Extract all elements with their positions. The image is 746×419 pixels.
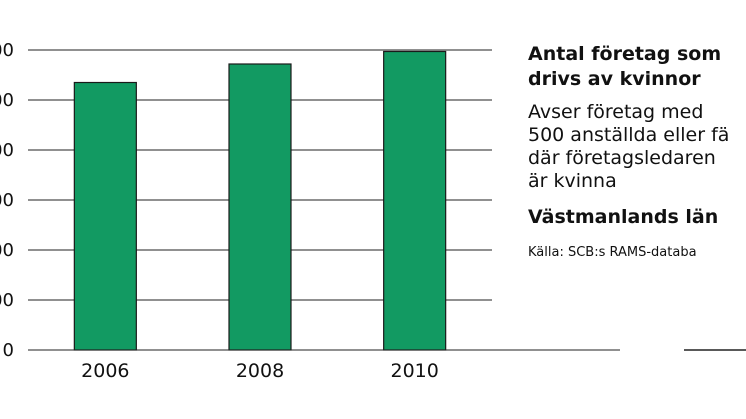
y-tick-labels: 0000000000000 xyxy=(0,40,14,361)
source-note: Källa: SCB:s RAMS-databa xyxy=(528,245,697,260)
description-line-2: 500 anställda eller fä xyxy=(528,124,730,146)
y-tick-label: 0 xyxy=(3,340,14,361)
description-line-3: där företagsledaren xyxy=(528,147,716,169)
chart-title-line-2: drivs av kvinnor xyxy=(528,68,701,90)
y-tick-label: 00 xyxy=(0,90,14,111)
bar-2010 xyxy=(383,50,447,351)
bar-2006 xyxy=(73,81,137,351)
chart-description: Avser företag med 500 anställda eller fä… xyxy=(528,101,746,193)
y-tick-label: 00 xyxy=(0,190,14,211)
y-tick-label: 00 xyxy=(0,240,14,261)
region-label: Västmanlands län xyxy=(528,206,719,228)
description-line-1: Avser företag med xyxy=(528,101,704,123)
bar-2008 xyxy=(228,63,292,351)
x-tick-labels: 2006 2008 2010 xyxy=(81,360,439,382)
bars xyxy=(73,50,447,351)
y-tick-label: 00 xyxy=(0,140,14,161)
x-tick-label: 2010 xyxy=(390,360,438,382)
y-tick-label: 00 xyxy=(0,40,14,61)
chart-title: Antal företag som drivs av kvinnor xyxy=(528,42,746,92)
x-tick-label: 2006 xyxy=(81,360,129,382)
chart-title-line-1: Antal företag som xyxy=(528,43,722,65)
y-tick-label: 00 xyxy=(0,290,14,311)
chart-info-panel: Antal företag som drivs av kvinnor Avser… xyxy=(528,42,746,261)
x-tick-label: 2008 xyxy=(236,360,284,382)
description-line-4: är kvinna xyxy=(528,170,617,192)
